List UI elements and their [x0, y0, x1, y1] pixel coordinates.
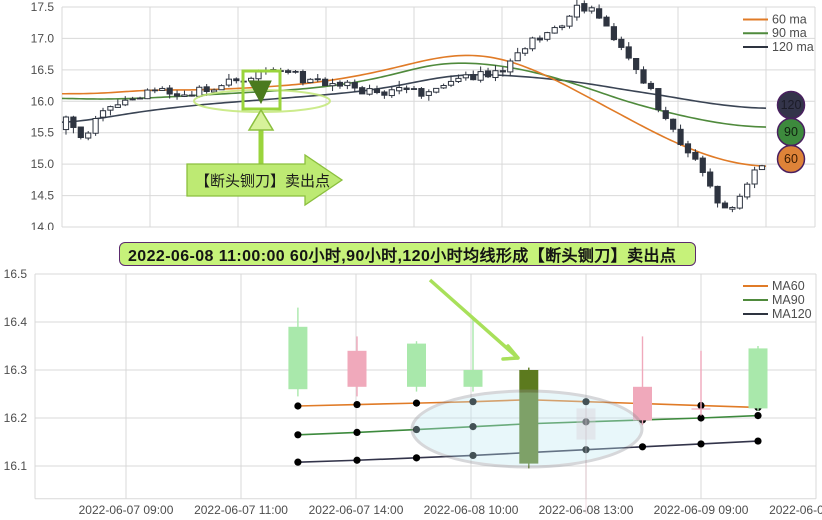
svg-text:15.0: 15.0 [31, 157, 55, 171]
svg-text:14.0: 14.0 [31, 220, 55, 230]
svg-text:16.4: 16.4 [4, 315, 28, 329]
svg-text:90: 90 [784, 125, 798, 139]
svg-text:17.0: 17.0 [31, 31, 55, 45]
svg-text:2022-06-09 11:00: 2022-06-09 11:00 [769, 503, 822, 517]
svg-text:90 ma: 90 ma [772, 26, 807, 40]
svg-text:16.5: 16.5 [4, 267, 28, 281]
svg-text:16.5: 16.5 [31, 63, 55, 77]
svg-text:120: 120 [781, 98, 802, 112]
svg-text:【断头铡刀】卖出点: 【断头铡刀】卖出点 [195, 173, 330, 190]
svg-text:16.3: 16.3 [4, 363, 28, 377]
svg-text:15.5: 15.5 [31, 126, 55, 140]
svg-text:2022-06-07 09:00: 2022-06-07 09:00 [79, 503, 174, 517]
svg-text:2022-06-07 14:00: 2022-06-07 14:00 [309, 503, 404, 517]
svg-text:16.0: 16.0 [31, 94, 55, 108]
svg-text:2022-06-09 09:00: 2022-06-09 09:00 [654, 503, 749, 517]
svg-text:MA120: MA120 [772, 307, 812, 321]
svg-text:17.5: 17.5 [31, 0, 55, 14]
svg-text:60 ma: 60 ma [772, 13, 807, 27]
svg-text:16.1: 16.1 [4, 459, 28, 473]
svg-text:16.2: 16.2 [4, 411, 28, 425]
svg-text:2022-06-08 10:00: 2022-06-08 10:00 [424, 503, 519, 517]
svg-text:MA90: MA90 [772, 293, 805, 307]
svg-text:MA60: MA60 [772, 279, 805, 293]
svg-text:14.5: 14.5 [31, 189, 55, 203]
svg-text:2022-06-07 11:00: 2022-06-07 11:00 [194, 503, 288, 517]
svg-text:120 ma: 120 ma [772, 40, 814, 54]
svg-text:60: 60 [784, 152, 798, 166]
